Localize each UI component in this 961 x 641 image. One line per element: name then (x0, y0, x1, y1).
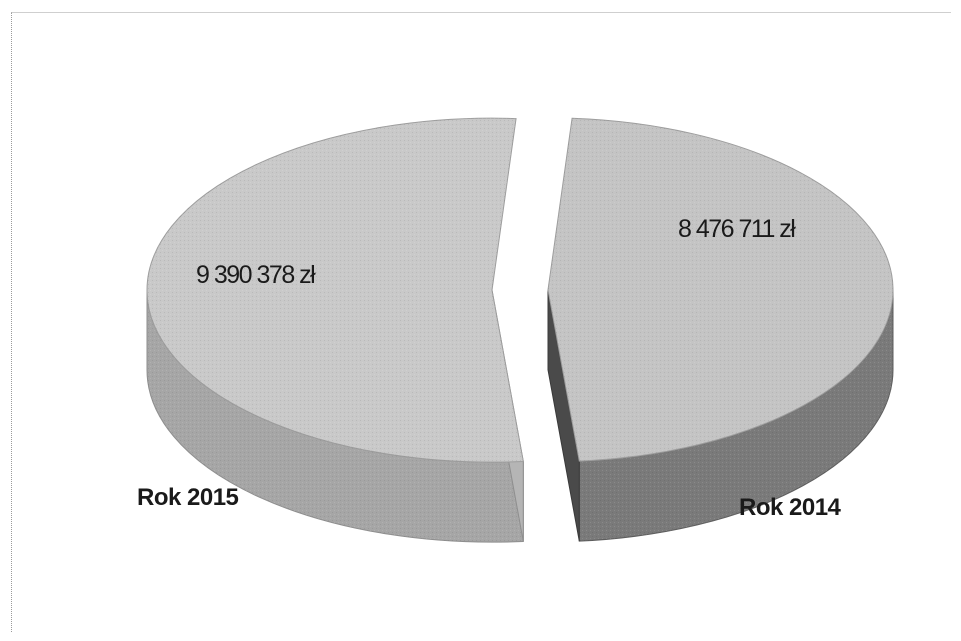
category-label-rok-2014: Rok 2014 (739, 494, 842, 521)
slice-value-label-rok-2015: 9 390 378 zł (196, 261, 316, 289)
category-label-rok-2015: Rok 2015 (137, 484, 239, 511)
slice-value-label-rok-2014: 8 476 711 zł (678, 215, 796, 243)
